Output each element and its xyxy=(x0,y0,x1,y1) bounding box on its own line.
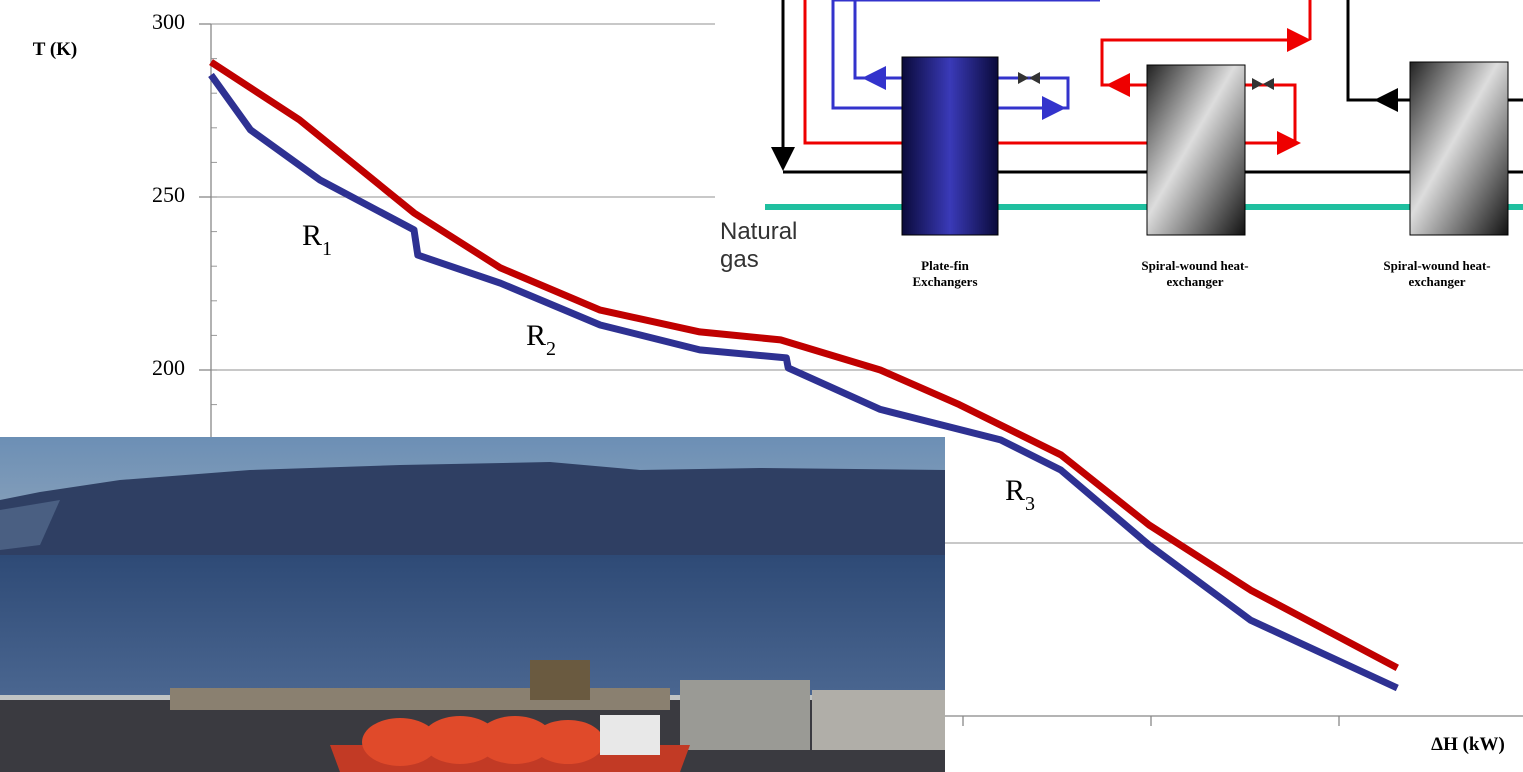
exchanger-label-box: Spiral-wound heat-exchanger xyxy=(1383,258,1491,289)
annotation-text: R xyxy=(1005,474,1025,507)
y-axis-label: T (K) xyxy=(33,39,78,60)
series-line xyxy=(208,72,1399,692)
annotation-text: R xyxy=(526,319,546,352)
annotation-text: R xyxy=(302,219,322,252)
y-tick-label: 300 xyxy=(152,9,185,34)
plot-area: 150200250300R1R2R3 xyxy=(152,9,1523,726)
feed-label: Natural gas xyxy=(720,218,798,273)
annotation-subscript: 3 xyxy=(1025,493,1035,515)
annotation: R1 xyxy=(302,219,332,260)
exchanger-label-box: Plate-fin Exchangers xyxy=(912,258,978,289)
photo xyxy=(0,437,945,772)
exchanger-label: Spiral-wound heat-exchanger xyxy=(1383,258,1491,289)
annotation-subscript: 2 xyxy=(546,338,556,360)
exchanger-label-box: Spiral-wound heat-exchanger xyxy=(1141,258,1249,289)
feed-label-box: Natural gas xyxy=(720,218,798,273)
process-diagram xyxy=(715,0,1523,318)
y-tick-label: 200 xyxy=(152,355,185,380)
annotation: R2 xyxy=(526,319,556,360)
y-tick-label: 250 xyxy=(152,182,185,207)
annotation: R3 xyxy=(1005,474,1035,515)
series-line xyxy=(209,59,1399,671)
annotation-subscript: 1 xyxy=(322,238,332,260)
x-axis-label: ΔH (kW) xyxy=(1431,734,1505,755)
exchanger-label: Spiral-wound heat-exchanger xyxy=(1141,258,1249,289)
exchanger-label: Plate-fin Exchangers xyxy=(912,258,978,289)
